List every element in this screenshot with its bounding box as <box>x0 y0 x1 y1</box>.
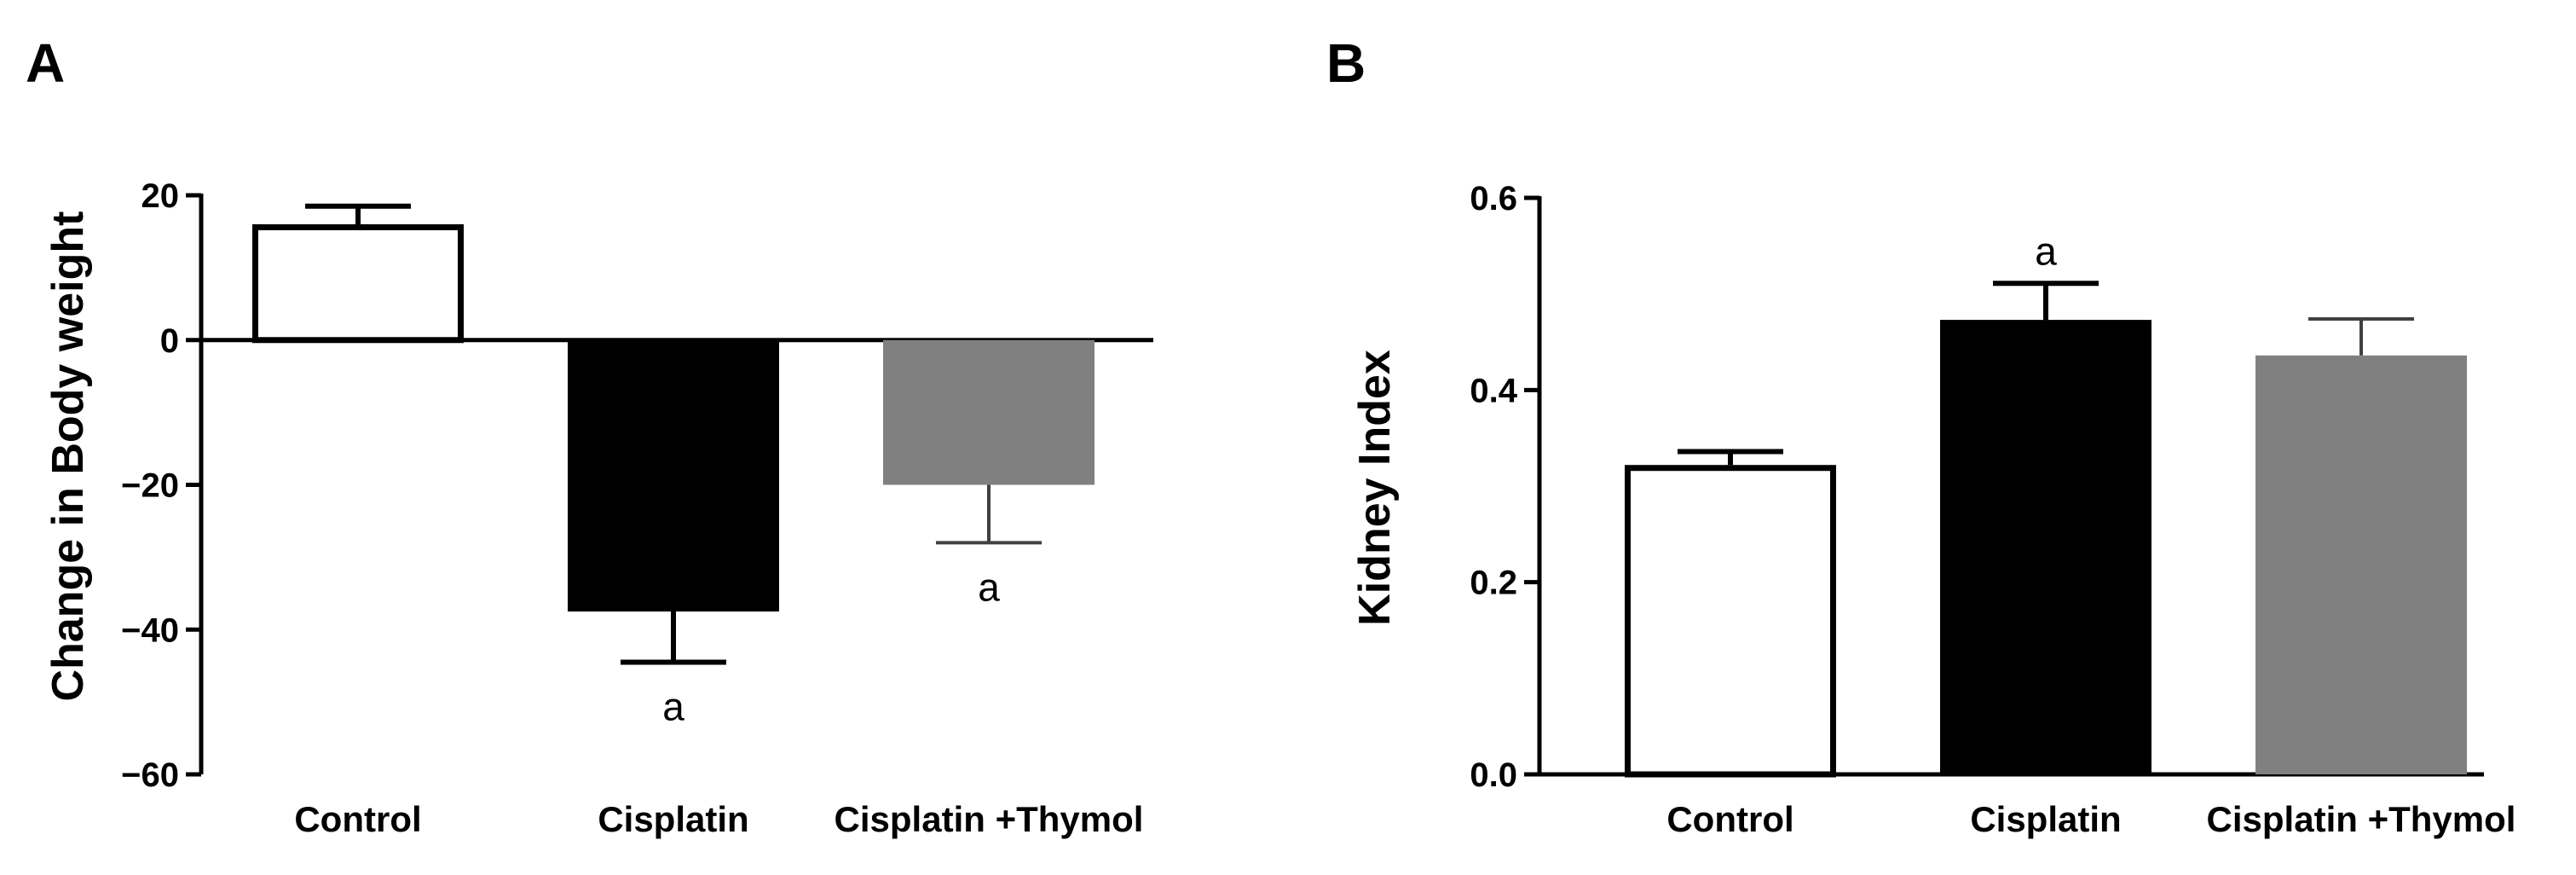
panel-b-y-tick-label: 0.2 <box>1470 565 1517 602</box>
panel-a-bar-control <box>252 223 464 344</box>
panel-a-y-tick-label: 0 <box>160 322 179 360</box>
panel-a-y-axis-title: Change in Body weight <box>43 212 93 702</box>
panel-a-bar-cisplatin <box>568 339 779 612</box>
panel-a-body-weight-chart: A Change in Body weight 20 0 −20 −40 −60 Cont… <box>26 32 1153 839</box>
panel-a-category-label-control: Control <box>294 799 421 839</box>
panel-a-y-tick-label: −20 <box>121 467 179 505</box>
panel-a-letter: A <box>26 32 65 94</box>
panel-b-category-label-control: Control <box>1666 799 1793 839</box>
panel-a-y-tick-label: −40 <box>121 611 179 649</box>
panel-a-significance-cisplatin: a <box>662 684 684 728</box>
panel-b-bar-cisplatin-thymol <box>2255 355 2467 774</box>
panel-a-category-label-cisplatin-thymol: Cisplatin +Thymol <box>835 799 1144 839</box>
panel-b-category-label-cisplatin-thymol: Cisplatin +Thymol <box>2207 799 2516 839</box>
panel-b-letter: B <box>1326 32 1366 94</box>
panel-b-y-tick-label: 0.4 <box>1470 372 1517 409</box>
panel-b-bar-cisplatin <box>1940 320 2151 774</box>
panel-a-significance-cisplatin-thymol: a <box>978 565 1000 609</box>
panel-b-y-tick-label: 0.0 <box>1470 756 1517 794</box>
panel-b-significance-cisplatin: a <box>2035 229 2057 273</box>
panel-a-y-tick-label: 20 <box>142 177 180 215</box>
panel-b-category-label-cisplatin: Cisplatin <box>1970 799 2121 839</box>
panel-a-bar-cisplatin-thymol <box>883 339 1095 485</box>
panel-b-y-tick-label: 0.6 <box>1470 180 1517 217</box>
panel-a-category-label-cisplatin: Cisplatin <box>598 799 748 839</box>
panel-a-y-tick-label: −60 <box>121 756 179 794</box>
panel-b-bar-control <box>1625 465 1836 778</box>
panel-b-kidney-index-chart: B Kidney Index 0.6 0.4 0.2 0.0 Control Cispla… <box>1326 32 2515 839</box>
panel-b-y-axis-title: Kidney Index <box>1350 350 1400 626</box>
